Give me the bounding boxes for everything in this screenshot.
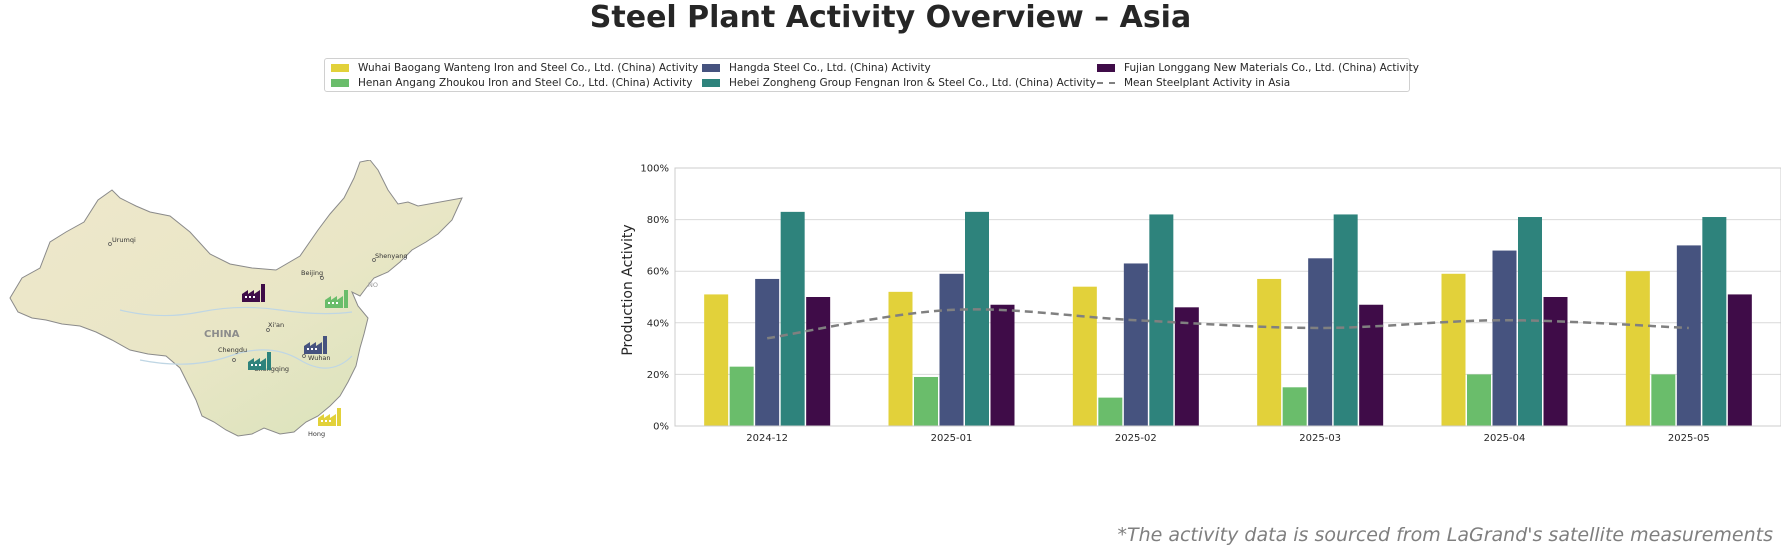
mean-line-layer xyxy=(766,308,1689,340)
y-axis-label: Production Activity xyxy=(620,224,636,355)
bar xyxy=(1123,263,1148,426)
factory-icon xyxy=(242,284,265,302)
bar xyxy=(1174,307,1199,426)
y-tick-label: 80% xyxy=(647,215,669,226)
x-tick-label: 2025-04 xyxy=(1484,433,1526,444)
legend-dashed-line xyxy=(1097,81,1115,84)
bar xyxy=(939,273,964,426)
plot-frame xyxy=(674,167,1781,427)
map-edge-label: NO xyxy=(368,281,378,289)
chart-legend: Wuhai Baogang Wanteng Iron and Steel Co.… xyxy=(324,58,1419,92)
map-city-label: Wuhan xyxy=(308,354,331,362)
bar xyxy=(1282,387,1307,426)
legend-item-hangda: Hangda Steel Co., Ltd. (China) Activity xyxy=(702,60,931,75)
factory-icon xyxy=(248,352,271,370)
city-marker xyxy=(266,328,270,332)
bar xyxy=(1651,374,1676,426)
bar xyxy=(1676,245,1701,426)
map-city-label: Beijing xyxy=(301,269,323,277)
legend-label: Wuhai Baogang Wanteng Iron and Steel Co.… xyxy=(358,61,699,74)
y-tick-label: 60% xyxy=(647,267,669,278)
bar xyxy=(806,297,831,426)
city-marker xyxy=(232,358,236,362)
page-title: Steel Plant Activity Overview – Asia xyxy=(589,0,1192,35)
bars-layer xyxy=(704,211,1752,426)
map-country-label: CHINA xyxy=(204,329,240,340)
bar xyxy=(1098,397,1123,426)
bar xyxy=(1257,278,1282,426)
bar xyxy=(1441,273,1466,426)
y-tick-label: 100% xyxy=(640,164,669,175)
city-marker xyxy=(302,354,306,358)
map-city-label: Hong xyxy=(308,430,325,438)
map-city-label: Shenyang xyxy=(375,252,407,260)
city-marker xyxy=(320,276,324,280)
china-map: CHINA NO Urumqi Beijing Shenyang Xi'an C… xyxy=(0,159,470,500)
y-tick-label: 20% xyxy=(647,370,669,381)
y-tick-label: 0% xyxy=(653,422,669,433)
legend-label: Hebei Zongheng Group Fengnan Iron & Stee… xyxy=(729,76,1096,89)
city-marker xyxy=(108,242,112,246)
x-tick-label: 2025-01 xyxy=(931,433,973,444)
mean-activity-line xyxy=(766,308,1689,340)
x-tick-label: 2025-05 xyxy=(1668,433,1710,444)
bar xyxy=(990,304,1015,426)
bar xyxy=(704,294,729,426)
axis-layer: 0% 20% 40% 60% 80% 100% 2024-12 2025-01 2025-02 2… xyxy=(640,164,1781,444)
legend-item-fujian: Fujian Longgang New Materials Co., Ltd. … xyxy=(1097,60,1419,75)
factory-icon xyxy=(325,290,348,308)
bar xyxy=(1492,250,1517,426)
legend-swatch xyxy=(1097,63,1115,72)
legend-item-henan: Henan Angang Zhoukou Iron and Steel Co.,… xyxy=(331,75,692,90)
legend-swatch xyxy=(331,78,349,87)
bar xyxy=(1308,258,1333,426)
bar xyxy=(755,278,780,426)
legend-item-hebei: Hebei Zongheng Group Fengnan Iron & Stee… xyxy=(702,75,1096,90)
river xyxy=(139,349,353,369)
bar xyxy=(1149,214,1174,426)
legend-label: Fujian Longgang New Materials Co., Ltd. … xyxy=(1124,61,1419,74)
bar xyxy=(965,211,989,426)
bar xyxy=(888,291,913,426)
x-tick-label: 2024-12 xyxy=(746,433,788,444)
bar xyxy=(914,376,938,426)
factory-icon xyxy=(304,336,327,354)
bar xyxy=(1467,374,1491,426)
bar xyxy=(1359,304,1384,426)
factory-icon xyxy=(318,408,341,426)
legend-label: Mean Steelplant Activity in Asia xyxy=(1124,76,1291,89)
bar xyxy=(780,211,805,426)
river xyxy=(119,306,353,317)
bar xyxy=(1702,217,1727,426)
china-outline xyxy=(9,159,463,437)
x-tick-label: 2025-02 xyxy=(1115,433,1157,444)
legend-swatch xyxy=(702,78,720,87)
legend-item-wuhai: Wuhai Baogang Wanteng Iron and Steel Co.… xyxy=(331,60,698,75)
legend-swatch xyxy=(702,63,720,72)
bar-chart: 0% 20% 40% 60% 80% 100% 2024-12 2025-01 2025-02 2… xyxy=(600,150,1781,510)
legend-swatch xyxy=(331,63,349,72)
legend-item-mean: Mean Steelplant Activity in Asia xyxy=(1097,75,1290,90)
footnote: *The activity data is sourced from LaGra… xyxy=(1117,524,1773,546)
map-city-label: Urumqi xyxy=(112,236,136,244)
bar xyxy=(1072,286,1097,426)
bar xyxy=(729,366,754,426)
legend-label: Hangda Steel Co., Ltd. (China) Activity xyxy=(729,61,931,74)
china-map-svg: CHINA NO Urumqi Beijing Shenyang Xi'an C… xyxy=(9,159,463,438)
legend-label: Henan Angang Zhoukou Iron and Steel Co.,… xyxy=(358,76,693,89)
y-tick-label: 40% xyxy=(647,318,669,329)
bar xyxy=(1727,294,1752,426)
grid-layer xyxy=(675,167,1781,427)
bar xyxy=(1625,271,1650,426)
city-marker xyxy=(372,258,376,262)
map-city-label: Chengdu xyxy=(218,346,247,354)
map-city-label: Chongqing xyxy=(254,365,289,373)
x-tick-label: 2025-03 xyxy=(1299,433,1341,444)
bar-chart-svg: 0% 20% 40% 60% 80% 100% 2024-12 2025-01 2025-02 2… xyxy=(620,164,1781,444)
map-city-label: Xi'an xyxy=(268,321,284,329)
bar xyxy=(1543,297,1568,426)
bar xyxy=(1333,214,1358,426)
